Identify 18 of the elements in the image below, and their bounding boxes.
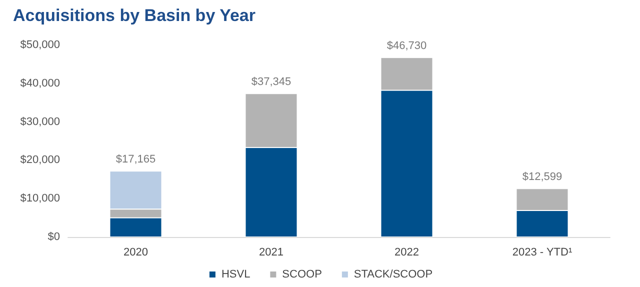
- y-tick-label: $50,000: [20, 39, 60, 51]
- total-label: $37,345: [251, 76, 292, 88]
- x-tick-label: 2021: [259, 246, 284, 258]
- total-label: $17,165: [116, 154, 156, 166]
- legend-label: STACK/SCOOP: [354, 268, 433, 280]
- x-tick-label: 2020: [124, 246, 148, 258]
- y-tick-label: $30,000: [20, 116, 60, 128]
- y-tick-label: $40,000: [20, 77, 60, 90]
- y-tick-label: $10,000: [20, 192, 60, 205]
- legend-label: SCOOP: [282, 268, 322, 280]
- x-tick-label: 2023 - YTD¹: [512, 246, 572, 258]
- total-label: $12,599: [522, 171, 562, 184]
- chart-title: Acquisitions by Basin by Year: [13, 6, 256, 25]
- total-label: $46,730: [386, 40, 427, 52]
- y-tick-label: $0: [48, 231, 60, 243]
- y-tick-label: $20,000: [20, 154, 60, 166]
- legend-label: HSVL: [221, 268, 250, 280]
- x-tick-label: 2022: [394, 246, 419, 258]
